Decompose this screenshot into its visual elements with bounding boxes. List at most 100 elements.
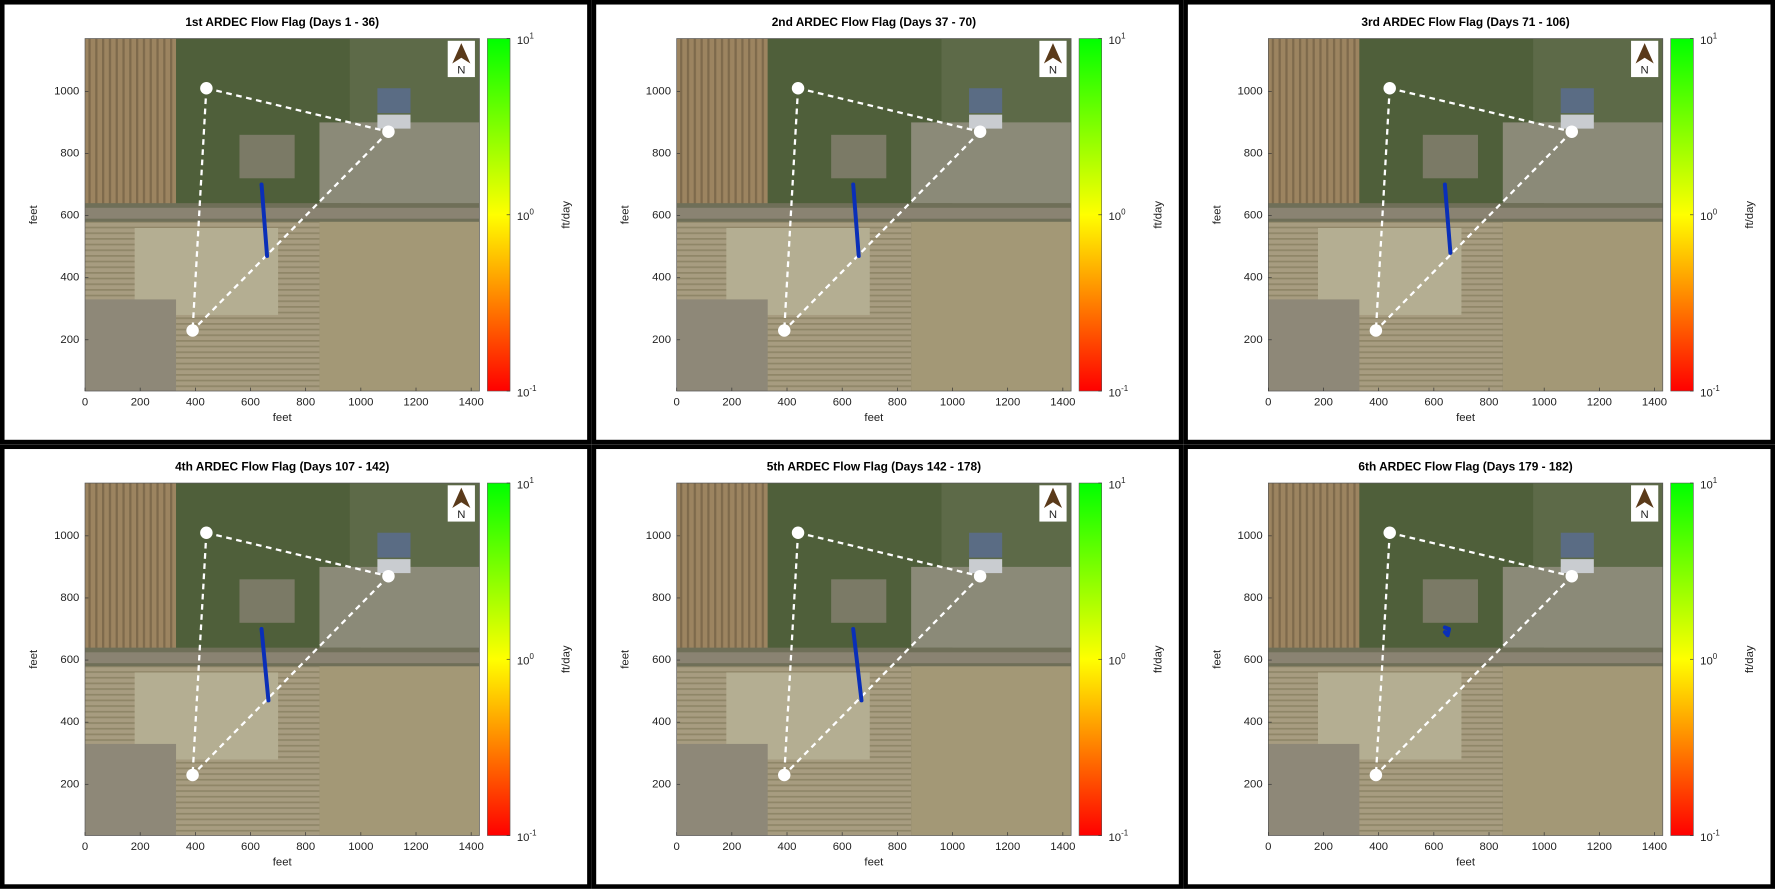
y-axis-label: feet [620,649,632,669]
crop-field [319,666,479,835]
north-label: N [1049,509,1057,521]
panel: N020040060080010001200140020040060080010… [2,2,589,442]
x-axis-label: feet [864,857,884,869]
x-tick-label: 1200 [403,396,428,408]
x-tick-label: 0 [674,396,680,408]
y-tick-label: 800 [652,147,671,159]
y-tick-label: 800 [1244,592,1263,604]
x-tick-label: 200 [722,396,741,408]
y-tick-label: 1000 [54,530,79,542]
colorbar-label: ft/day [1744,201,1756,229]
x-tick-label: 600 [1424,841,1443,853]
y-tick-label: 800 [1244,147,1263,159]
y-tick-label: 600 [652,654,671,666]
x-tick-label: 600 [241,396,260,408]
building [377,115,410,129]
colorbar-label: ft/day [1152,201,1164,229]
x-tick-label: 200 [131,841,150,853]
aerial-image [1268,39,1662,392]
x-tick-label: 800 [888,396,907,408]
x-tick-label: 1000 [1532,841,1557,853]
yard [1268,299,1359,391]
crop-field [85,39,176,204]
building [969,115,1002,129]
x-tick-label: 1200 [403,841,428,853]
y-tick-label: 1000 [1237,530,1262,542]
well [186,769,198,781]
well [382,570,394,582]
y-tick-label: 600 [1244,210,1263,222]
yard [1423,579,1478,622]
x-tick-label: 200 [1314,841,1333,853]
x-tick-label: 200 [722,841,741,853]
y-tick-label: 600 [60,654,79,666]
x-axis-label: feet [864,412,884,424]
road [85,208,479,219]
x-tick-label: 1400 [459,841,484,853]
chart-title: 2nd ARDEC Flow Flag (Days 37 - 70) [772,15,976,29]
x-tick-label: 800 [296,841,315,853]
y-tick-label: 200 [60,334,79,346]
well [1370,324,1382,336]
building [377,88,410,113]
x-tick-label: 1000 [348,396,373,408]
road [1268,652,1662,663]
yard [677,744,768,836]
well [778,769,790,781]
y-tick-label: 400 [652,272,671,284]
yard [1503,567,1663,648]
well [186,324,198,336]
y-tick-label: 800 [652,592,671,604]
y-tick-label: 1000 [54,85,79,97]
x-tick-label: 1400 [1050,396,1075,408]
y-tick-label: 600 [652,210,671,222]
x-tick-label: 1200 [995,396,1020,408]
crop-field [85,483,176,648]
north-label: N [1641,509,1649,521]
x-tick-label: 600 [1424,396,1443,408]
x-axis-label: feet [273,857,293,869]
well [792,526,804,538]
colorbar-label: ft/day [1744,645,1756,673]
x-tick-label: 0 [674,841,680,853]
yard [1423,135,1478,178]
y-tick-label: 1000 [646,85,671,97]
aerial-image [677,39,1071,392]
x-tick-label: 800 [1480,396,1499,408]
yard [831,135,886,178]
aerial-image [1268,483,1662,836]
x-axis-label: feet [1456,412,1476,424]
colorbar-label: ft/day [561,645,573,673]
x-tick-label: 1400 [459,396,484,408]
well [778,324,790,336]
y-tick-label: 400 [1244,716,1263,728]
y-tick-label: 800 [60,147,79,159]
colorbar [1079,483,1102,836]
crop-field [1268,483,1359,648]
y-tick-label: 200 [60,778,79,790]
well [1383,526,1395,538]
well [200,82,212,94]
yard [831,579,886,622]
yard [677,299,768,391]
x-tick-label: 1400 [1642,841,1667,853]
yard [1503,122,1663,203]
colorbar-label: ft/day [561,201,573,229]
aerial-image [85,39,479,392]
chart-title: 6th ARDEC Flow Flag (Days 179 - 182) [1358,459,1572,473]
x-tick-label: 1000 [1532,396,1557,408]
yard [911,122,1071,203]
yard [1268,744,1359,836]
colorbar-label: ft/day [1152,645,1164,673]
x-tick-label: 400 [186,841,205,853]
y-tick-label: 200 [652,778,671,790]
road [85,652,479,663]
well [1566,570,1578,582]
yard [239,579,294,622]
chart-title: 4th ARDEC Flow Flag (Days 107 - 142) [175,459,389,473]
x-tick-label: 400 [186,396,205,408]
yard [85,299,176,391]
colorbar [487,483,510,836]
x-tick-label: 1000 [940,396,965,408]
building [969,559,1002,573]
